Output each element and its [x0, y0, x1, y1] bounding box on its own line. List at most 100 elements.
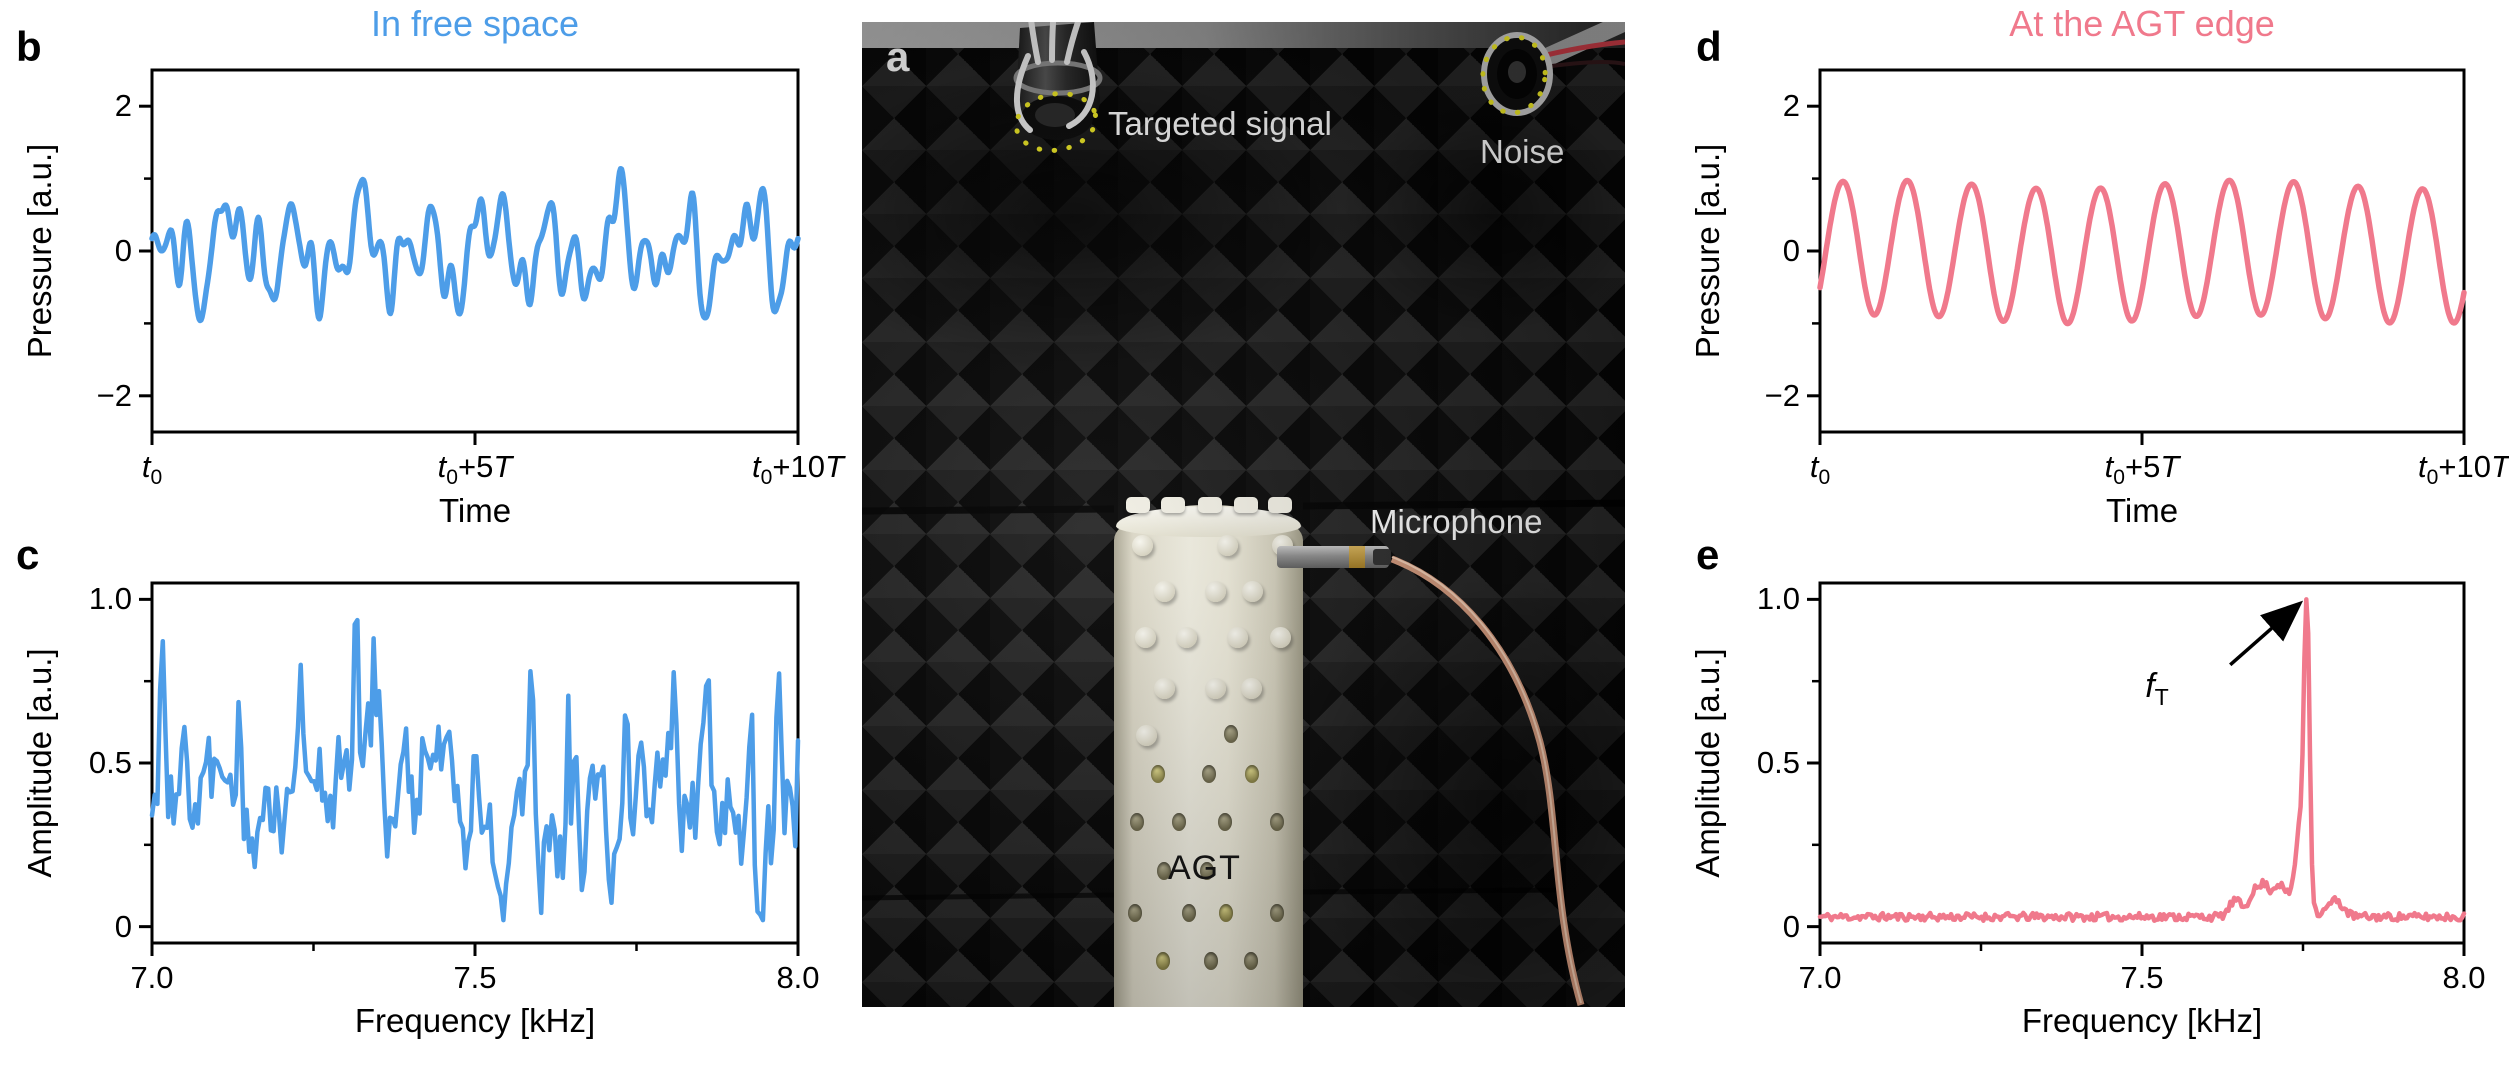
- x-tick-label: t0: [141, 449, 163, 490]
- agt-hole: [1269, 904, 1284, 923]
- plot-e: [1807, 581, 2467, 956]
- microphone-cable: [1390, 555, 1585, 1006]
- y-tick-label: 0: [114, 233, 132, 268]
- x-tick-label: t0+10T: [752, 449, 844, 490]
- agt-hole: [1156, 861, 1171, 880]
- x-tick-label: t0+5T: [2104, 449, 2180, 490]
- agt-knob: [1126, 497, 1150, 513]
- y-tick-label: 1.0: [1756, 581, 1800, 617]
- agt-perforations: [1114, 505, 1303, 1007]
- x-tick-label: 7.0: [130, 960, 174, 995]
- agt-hole: [1203, 952, 1218, 971]
- series-e: [1817, 597, 2467, 923]
- photo-overlay: [862, 22, 1625, 1006]
- microphone-cable-highlight: [1391, 556, 1582, 1004]
- agt-hole: [1219, 904, 1234, 923]
- x-tick-label: 8.0: [776, 960, 820, 995]
- chart-svg-c: [139, 581, 801, 956]
- plot-d: [1807, 68, 2467, 445]
- plot-b: [139, 68, 801, 445]
- foam-seam: [1302, 499, 1625, 510]
- noise-label: Noise: [1480, 133, 1565, 170]
- noise-highlight-circle: [1480, 34, 1548, 116]
- agt-hole: [1243, 952, 1258, 971]
- panel-d-letter: d: [1696, 23, 1722, 70]
- y-tick-label: 0: [114, 908, 132, 944]
- agt-hole: [1150, 764, 1165, 783]
- agt-tube: [1114, 497, 1303, 1007]
- agt-bump: [1242, 581, 1264, 603]
- agt-bump: [1135, 626, 1157, 648]
- panel-b-letter: b: [16, 23, 42, 70]
- foam-seam: [1302, 887, 1563, 895]
- agt-hole: [1127, 904, 1142, 923]
- y-tick-label: 0.5: [1756, 745, 1800, 780]
- series-c: [149, 617, 801, 923]
- y-tick-label: 0.5: [88, 745, 132, 780]
- y-tick-label: 0: [1782, 233, 1800, 268]
- x-tick-label: 8.0: [2442, 960, 2486, 995]
- microphone-device: [1277, 546, 1391, 568]
- panel-e-xlabel: Frequency [kHz]: [2021, 1002, 2263, 1039]
- x-tick-label: 7.5: [453, 960, 497, 995]
- agt-bump: [1204, 677, 1226, 699]
- peak-annotation-label: fT: [2145, 666, 2169, 710]
- foam-seam: [862, 892, 1115, 901]
- targeted-signal-highlight-circle: [1013, 91, 1099, 153]
- agt-knob: [1198, 497, 1222, 513]
- foam-seam: [862, 505, 1115, 515]
- agt-bump: [1135, 724, 1157, 746]
- agt-hole: [1217, 813, 1232, 832]
- targeted-signal-speaker: [1013, 22, 1103, 140]
- agt-knob: [1268, 497, 1292, 513]
- agt-bump: [1176, 626, 1198, 648]
- y-tick-label: −2: [1764, 377, 1800, 413]
- targeted-signal-label: Targeted signal: [1108, 105, 1332, 142]
- agt-bump: [1132, 534, 1154, 556]
- x-tick-label: t0+5T: [437, 449, 513, 490]
- agt-hole: [1201, 764, 1216, 783]
- peak-annotation-arrow: [2229, 600, 2304, 667]
- y-tick-label: 2: [114, 88, 132, 124]
- chart-svg-d: [1807, 68, 2467, 445]
- axes-box: [1818, 581, 2466, 945]
- series-b: [149, 165, 801, 324]
- axes-box: [1818, 68, 2466, 434]
- y-tick-label: 2: [1782, 88, 1800, 124]
- plot-c: [139, 581, 801, 956]
- panel-b-xlabel: Time: [438, 492, 512, 529]
- x-tick-label: 7.5: [2120, 960, 2164, 995]
- x-tick-label: t0: [1809, 449, 1831, 490]
- agt-bump: [1269, 626, 1291, 648]
- microphone-brass-band: [1349, 546, 1365, 568]
- agt-bump: [1217, 534, 1239, 556]
- chart-svg-e: [1807, 581, 2467, 956]
- agt-hole: [1200, 861, 1215, 880]
- y-tick-label: 0: [1782, 908, 1800, 944]
- agt-hole: [1223, 724, 1238, 743]
- panel-c-xlabel: Frequency [kHz]: [354, 1002, 596, 1039]
- panel-b-title: In free space: [370, 3, 580, 44]
- agt-bump: [1154, 677, 1176, 699]
- agt-hole: [1181, 904, 1196, 923]
- agt-bump: [1204, 581, 1226, 603]
- agt-knob: [1234, 497, 1258, 513]
- microphone-label: Microphone: [1370, 503, 1543, 540]
- agt-bump: [1241, 677, 1263, 699]
- panel-a-letter: a: [886, 33, 910, 80]
- axes-box: [150, 68, 800, 434]
- agt-knob: [1161, 497, 1185, 513]
- panel-c-letter: c: [16, 531, 40, 578]
- noise-speaker: [1481, 22, 1625, 116]
- panel-d-title: At the AGT edge: [2009, 3, 2275, 44]
- y-tick-label: −2: [96, 377, 132, 413]
- x-tick-label: t0+10T: [2418, 449, 2509, 490]
- microphone-connector: [1373, 549, 1391, 565]
- agt-label: AGT: [1168, 849, 1241, 887]
- agt-hole: [1245, 764, 1260, 783]
- speaker-cables: [1014, 22, 1096, 133]
- agt-hole: [1129, 813, 1144, 832]
- chart-svg-b: [139, 68, 801, 445]
- agt-hole: [1155, 952, 1170, 971]
